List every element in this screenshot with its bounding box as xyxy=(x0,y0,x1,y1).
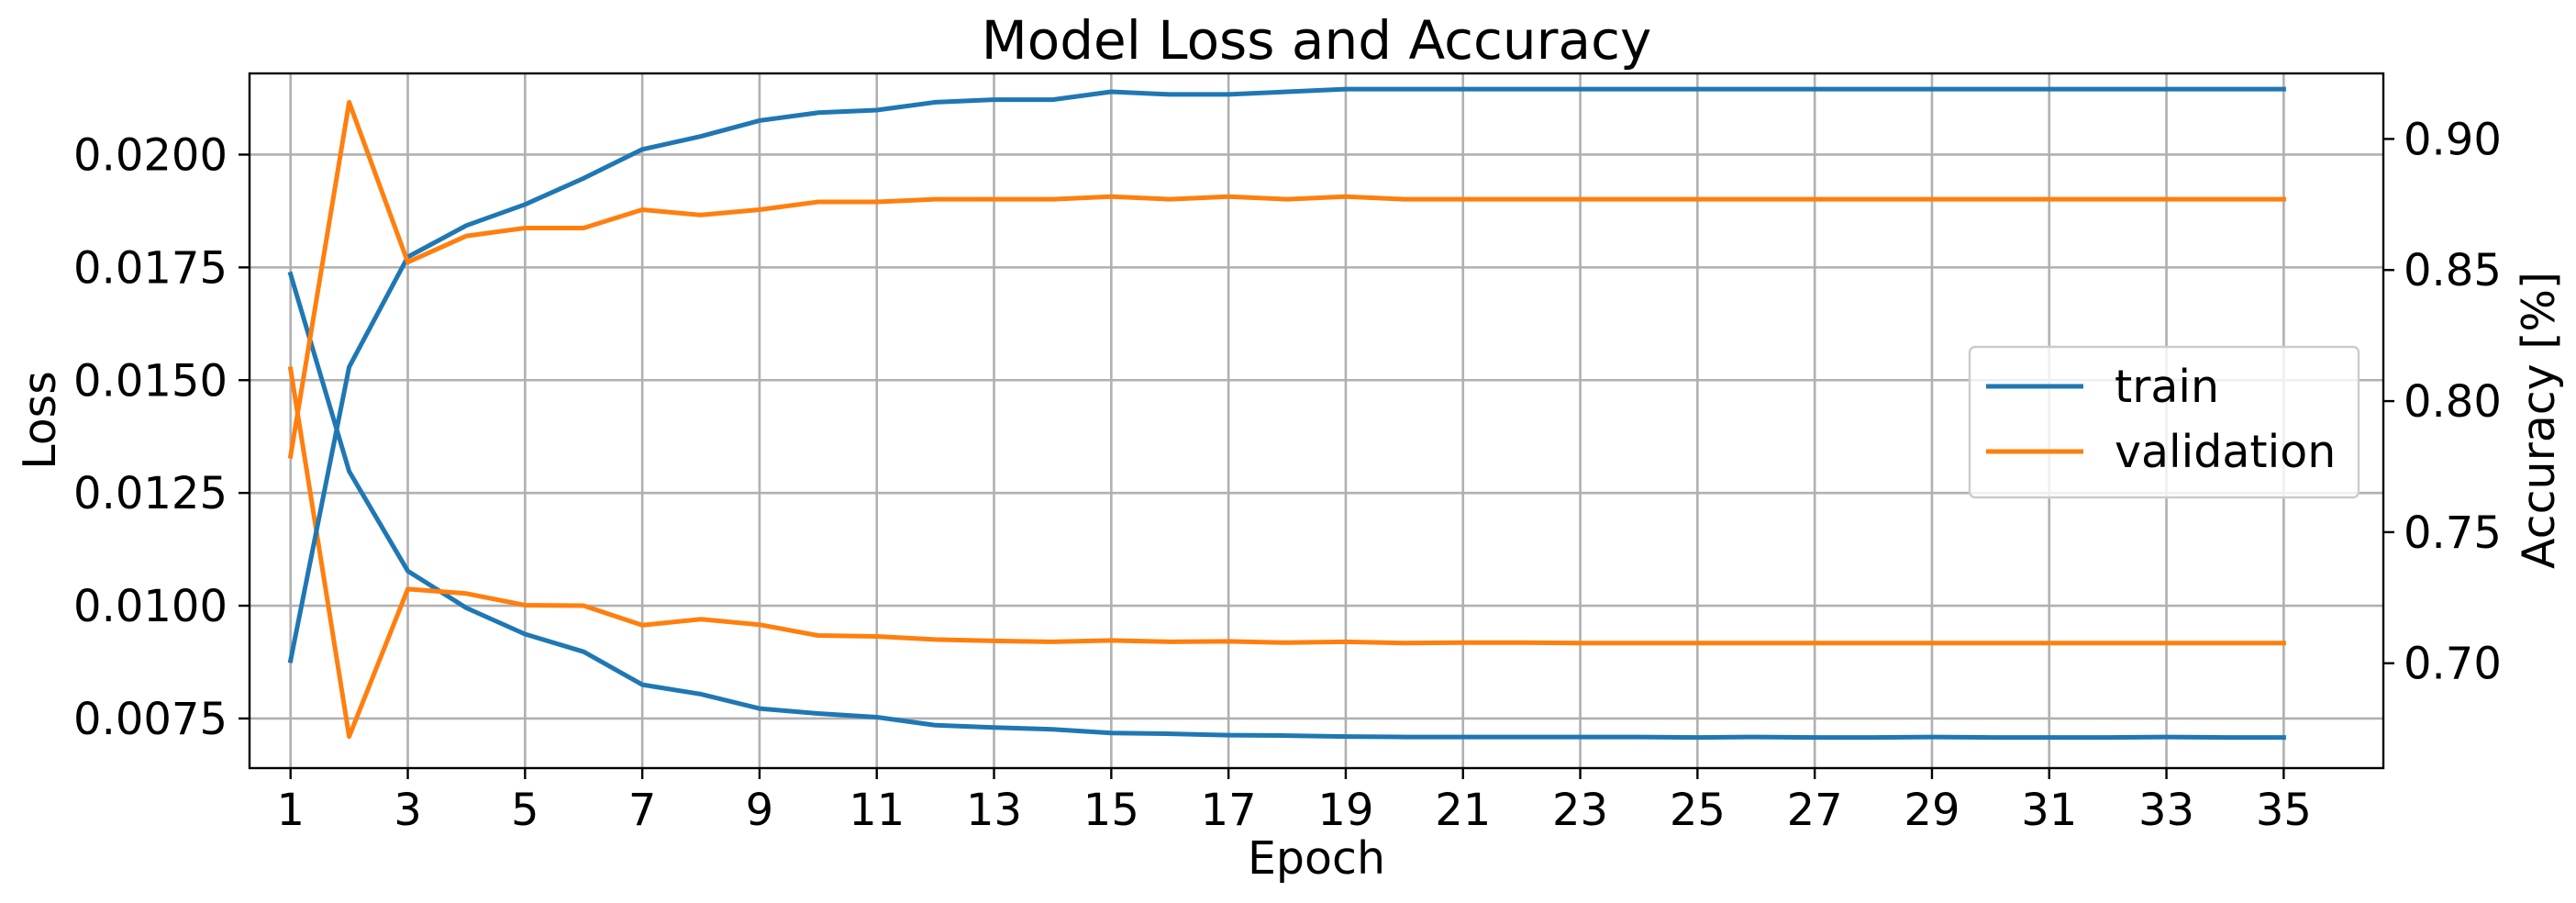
x-tick-label: 9 xyxy=(746,785,774,836)
legend-label-validation: validation xyxy=(2115,426,2336,478)
chart-title: Model Loss and Accuracy xyxy=(982,9,1652,72)
left-tick-label: 0.0200 xyxy=(73,129,228,181)
x-tick-label: 27 xyxy=(1787,785,1843,836)
x-tick-label: 13 xyxy=(966,785,1022,836)
x-tick-label: 7 xyxy=(628,785,657,836)
right-axis-ticks: 0.70 0.75 0.80 0.85 0.90 xyxy=(2383,114,2502,690)
right-tick-label: 0.80 xyxy=(2404,376,2502,428)
left-axis-ticks: 0.0075 0.0100 0.0125 0.0150 0.0175 0.0200 xyxy=(73,129,250,745)
train-loss-line xyxy=(287,271,2286,741)
left-tick-label: 0.0175 xyxy=(73,242,228,294)
left-tick-label: 0.0100 xyxy=(73,581,228,632)
validation-accuracy-line xyxy=(287,99,2286,459)
right-tick-label: 0.70 xyxy=(2404,639,2502,690)
right-tick-label: 0.75 xyxy=(2404,507,2502,559)
x-tick-label: 25 xyxy=(1670,785,1726,836)
series-lines xyxy=(287,86,2286,741)
x-tick-label: 31 xyxy=(2021,785,2077,836)
x-tick-label: 3 xyxy=(394,785,422,836)
x-axis-label: Epoch xyxy=(1248,832,1385,885)
x-axis-ticks: 1 3 5 7 9 11 13 15 17 19 21 23 25 27 29 31 33 35 xyxy=(276,768,2312,836)
left-tick-label: 0.0125 xyxy=(73,468,228,519)
x-tick-label: 23 xyxy=(1552,785,1608,836)
x-tick-label: 5 xyxy=(511,785,539,836)
x-tick-label: 17 xyxy=(1201,785,1257,836)
x-tick-label: 33 xyxy=(2138,785,2194,836)
x-tick-label: 15 xyxy=(1083,785,1139,836)
left-tick-label: 0.0075 xyxy=(73,694,228,745)
right-axis-label: Accuracy [%] xyxy=(2513,272,2565,569)
x-tick-label: 21 xyxy=(1435,785,1491,836)
validation-loss-line xyxy=(287,366,2286,740)
left-tick-label: 0.0150 xyxy=(73,355,228,407)
left-axis-label: Loss xyxy=(14,371,66,469)
x-tick-label: 29 xyxy=(1904,785,1960,836)
x-tick-label: 19 xyxy=(1317,785,1373,836)
x-tick-label: 35 xyxy=(2256,785,2312,836)
train-accuracy-line xyxy=(287,86,2286,663)
x-tick-label: 11 xyxy=(849,785,905,836)
right-tick-label: 0.90 xyxy=(2404,114,2502,165)
x-tick-label: 1 xyxy=(276,785,305,836)
plot-frame xyxy=(248,72,2385,770)
legend: train validation xyxy=(1968,345,2360,499)
right-tick-label: 0.85 xyxy=(2404,245,2502,296)
legend-label-train: train xyxy=(2115,361,2219,413)
